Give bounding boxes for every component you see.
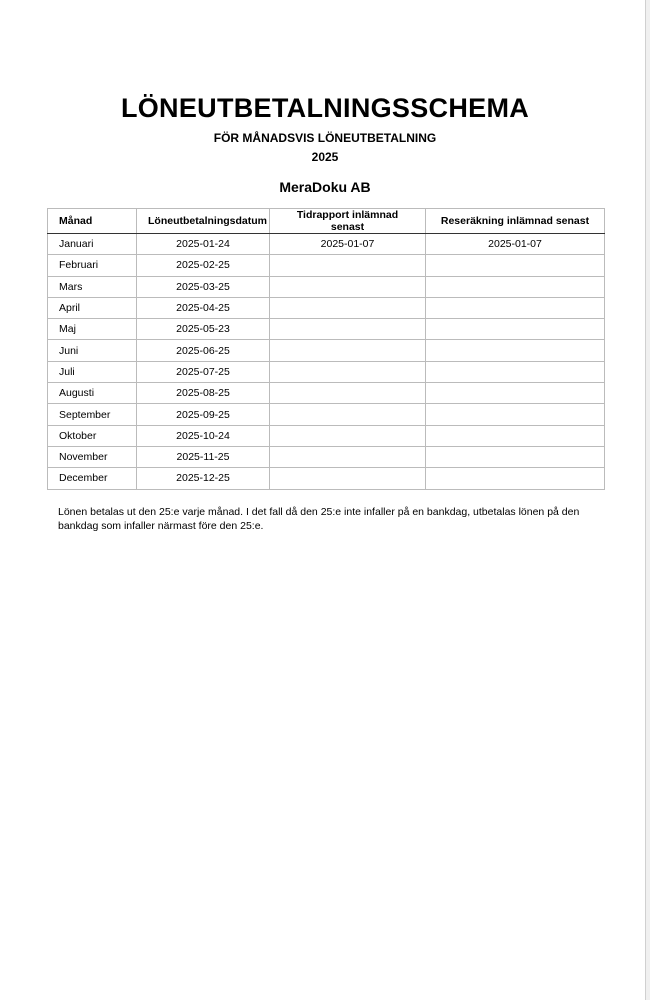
table-header-row: Månad Löneutbetalningsdatum Tidrapport inl… <box>47 208 605 234</box>
table-cell <box>425 318 605 341</box>
table-row: Februari 2025-02-25 <box>47 254 605 277</box>
table-cell: November <box>47 445 137 469</box>
table-cell <box>425 254 605 277</box>
table-cell <box>269 360 426 384</box>
table-row: April 2025-04-25 <box>47 296 605 320</box>
table-cell <box>269 424 426 447</box>
table-row: Mars 2025-03-25 <box>47 275 605 298</box>
table-cell <box>425 360 605 384</box>
table-cell <box>425 339 605 362</box>
table-cell: 2025-11-25 <box>136 445 270 469</box>
table-cell: 2025-02-25 <box>136 254 270 277</box>
table-cell: Juli <box>47 360 137 384</box>
table-cell <box>425 403 605 426</box>
table-row: Januari 2025-01-24 2025-01-07 2025-01-07 <box>47 232 605 256</box>
table-cell: 2025-10-24 <box>136 424 270 447</box>
page-edge <box>645 0 650 1000</box>
table-cell: Augusti <box>47 382 137 405</box>
table-cell <box>269 296 426 320</box>
document-year: 2025 <box>311 150 339 164</box>
table-cell: April <box>47 296 137 320</box>
table-cell: 2025-01-07 <box>269 232 426 256</box>
table-cell: 2025-06-25 <box>136 339 270 362</box>
table-cell: 2025-01-07 <box>425 232 605 256</box>
column-header: Reseräkning inlämnad senast <box>425 208 605 234</box>
table-row: Augusti 2025-08-25 <box>47 382 605 405</box>
document-title: LÖNEUTBETALNINGSSCHEMA <box>120 93 530 123</box>
column-header: Löneutbetalningsdatum <box>136 208 270 234</box>
table-row: September 2025-09-25 <box>47 403 605 426</box>
table-cell <box>269 254 426 277</box>
table-cell <box>269 382 426 405</box>
table-cell <box>269 275 426 298</box>
table-cell: 2025-01-24 <box>136 232 270 256</box>
document-subtitle: FÖR MÅNADSVIS LÖNEUTBETALNING <box>213 131 437 145</box>
table-cell <box>425 382 605 405</box>
table-cell <box>269 339 426 362</box>
table-cell <box>269 445 426 469</box>
table-cell <box>425 296 605 320</box>
table-cell: Juni <box>47 339 137 362</box>
table-cell: 2025-07-25 <box>136 360 270 384</box>
table-row: Juli 2025-07-25 <box>47 360 605 384</box>
payment-schedule-table: Månad Löneutbetalningsdatum Tidrapport inl… <box>47 208 605 490</box>
table-cell: September <box>47 403 137 426</box>
table-cell: 2025-05-23 <box>136 318 270 341</box>
table-cell <box>425 424 605 447</box>
table-cell <box>269 403 426 426</box>
table-cell: Januari <box>47 232 137 256</box>
table-cell: 2025-09-25 <box>136 403 270 426</box>
table-cell: Mars <box>47 275 137 298</box>
table-cell <box>269 467 426 490</box>
table-row: Oktober 2025-10-24 <box>47 424 605 447</box>
table-cell <box>269 318 426 341</box>
table-cell <box>425 275 605 298</box>
column-header: Månad <box>47 208 137 234</box>
table-cell <box>425 445 605 469</box>
company-name: MeraDoku AB <box>279 179 371 195</box>
column-header: Tidrapport inlämnad senast <box>269 208 426 234</box>
table-row: Juni 2025-06-25 <box>47 339 605 362</box>
table-row: December 2025-12-25 <box>47 467 605 490</box>
table-cell: 2025-04-25 <box>136 296 270 320</box>
table-cell: 2025-08-25 <box>136 382 270 405</box>
table-cell: 2025-12-25 <box>136 467 270 490</box>
payment-note: Lönen betalas ut den 25:e varje månad. I… <box>58 506 580 532</box>
table-cell <box>425 467 605 490</box>
table-row: Maj 2025-05-23 <box>47 318 605 341</box>
table-cell: December <box>47 467 137 490</box>
table-cell: 2025-03-25 <box>136 275 270 298</box>
table-cell: Maj <box>47 318 137 341</box>
table-cell: Oktober <box>47 424 137 447</box>
table-row: November 2025-11-25 <box>47 445 605 469</box>
table-cell: Februari <box>47 254 137 277</box>
